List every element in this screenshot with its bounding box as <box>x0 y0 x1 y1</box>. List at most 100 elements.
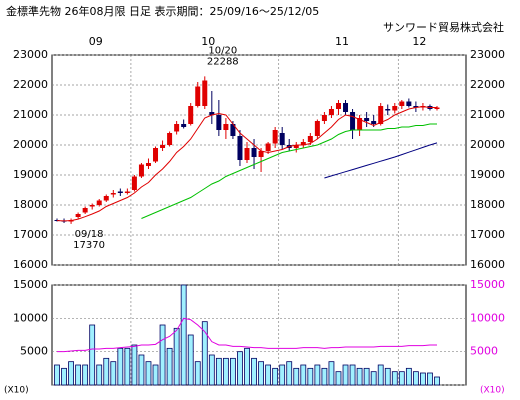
annotation: 17370 <box>73 240 105 251</box>
candle-body <box>265 143 271 151</box>
candle-body <box>350 112 356 130</box>
candle-body <box>223 124 229 130</box>
volume-bar <box>370 371 377 386</box>
y2-tick-label: 19000 <box>470 168 505 181</box>
candle-body <box>110 193 116 195</box>
volume-bar <box>349 364 356 386</box>
candle-body <box>279 133 285 145</box>
line <box>57 317 437 353</box>
y-tick-label: 19000 <box>13 168 48 181</box>
candle-body <box>54 220 60 221</box>
y-tick-label: 15000 <box>13 278 48 291</box>
candle-body <box>124 191 130 193</box>
candle-body <box>188 106 194 124</box>
candle-body <box>153 148 159 162</box>
volume-bar <box>68 361 74 386</box>
volume-bar <box>314 364 321 386</box>
candle-body <box>328 109 334 115</box>
candle-body <box>314 121 320 136</box>
volume-bar <box>363 367 370 386</box>
line <box>324 142 438 179</box>
candle-body <box>96 200 102 205</box>
candle-body <box>202 80 208 106</box>
y2-tick-label: 20000 <box>470 138 505 151</box>
volume-bar <box>173 327 180 386</box>
volume-bar <box>222 357 229 386</box>
candle-body <box>357 118 363 130</box>
volume-bar <box>398 371 405 386</box>
volume-bar <box>96 364 103 386</box>
chart-subtitle: サンワード貿易株式会社 <box>383 20 504 34</box>
y-tick-label: 17000 <box>13 228 48 241</box>
y-tick-label: 16000 <box>13 258 48 271</box>
y-tick-label: 23000 <box>13 48 48 61</box>
y2-tick-label: 23000 <box>470 48 505 61</box>
candle-body <box>343 103 349 112</box>
volume-bar <box>258 361 264 386</box>
volume-bar <box>293 367 300 386</box>
volume-bar <box>405 367 412 386</box>
volume-bar <box>117 347 124 386</box>
volume-bar <box>75 364 82 386</box>
x-tick-label: 12 <box>412 35 426 48</box>
candle-body <box>117 191 123 193</box>
volume-bar <box>180 284 187 386</box>
candle-body <box>258 151 264 157</box>
volume-bar <box>166 347 173 386</box>
volume-bar <box>328 361 335 386</box>
candle-body <box>378 106 384 124</box>
volume-bar <box>286 361 293 386</box>
volume-bar <box>307 367 314 386</box>
volume-bar <box>272 367 279 386</box>
candle-body <box>138 164 144 177</box>
candle-body <box>392 106 398 111</box>
volume-bar <box>427 372 433 386</box>
volume-bar <box>208 354 215 386</box>
candle-body <box>321 115 327 121</box>
y-tick-label: 18000 <box>13 198 48 211</box>
candle-body <box>300 142 306 145</box>
y2-tick-label: 21000 <box>470 108 505 121</box>
y-tick-label: 20000 <box>13 138 48 151</box>
volume-bar <box>300 364 307 386</box>
volume-bar <box>187 334 194 386</box>
volume-bar <box>251 357 257 386</box>
price-frame <box>51 54 467 266</box>
volume-bar <box>244 347 250 386</box>
y-tick-label: 5000 <box>20 345 48 358</box>
candle-body <box>75 214 81 217</box>
volume-bar <box>61 367 67 386</box>
candle-body <box>364 118 370 121</box>
volume-bar <box>377 364 384 386</box>
unit-label: (X10) <box>4 386 29 396</box>
volume-bar <box>138 354 145 386</box>
candle-body <box>216 115 222 130</box>
x-tick-label: 09 <box>89 35 103 48</box>
volume-bar <box>384 367 391 386</box>
candle-body <box>272 130 278 144</box>
y2-tick-label: 10000 <box>470 311 505 324</box>
volume-bar <box>265 364 272 386</box>
annotation: 09/18 <box>75 229 104 240</box>
annotation: 10/20 <box>208 45 237 56</box>
candle-body <box>174 124 180 132</box>
candle-body <box>244 148 250 160</box>
y-tick-label: 22000 <box>13 78 48 91</box>
line <box>141 123 437 219</box>
volume-bar <box>103 357 110 386</box>
volume-bar <box>230 357 236 386</box>
candle-body <box>434 107 440 109</box>
candle-body <box>406 101 412 106</box>
candle-body <box>103 196 109 201</box>
y-tick-label: 21000 <box>13 108 48 121</box>
candle-body <box>181 124 187 127</box>
volume-bar <box>145 361 152 386</box>
line <box>56 106 437 222</box>
volume-bar <box>335 371 342 386</box>
volume-bar <box>82 364 89 386</box>
candle-body <box>145 163 151 166</box>
volume-bar <box>89 324 96 386</box>
candle-body <box>131 176 137 190</box>
candle-body <box>307 136 313 142</box>
